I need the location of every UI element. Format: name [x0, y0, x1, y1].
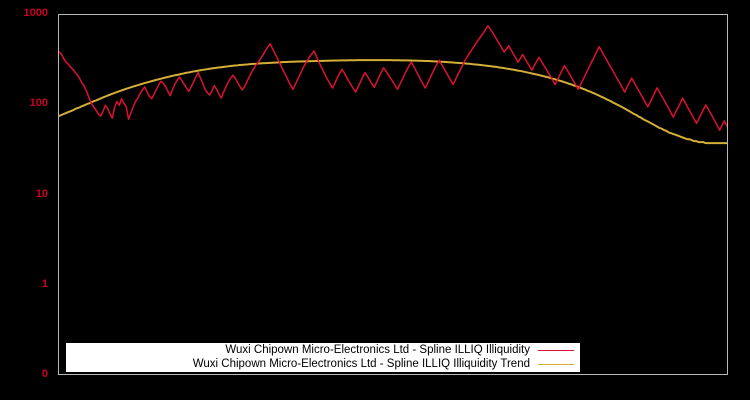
plot-area: [58, 14, 728, 375]
legend: Wuxi Chipown Micro-Electronics Ltd - Spl…: [66, 343, 580, 372]
legend-label-trend: Wuxi Chipown Micro-Electronics Ltd - Spl…: [192, 358, 530, 370]
y-tick-label: 1: [41, 277, 48, 290]
y-tick-label: 1000: [23, 7, 48, 19]
y-tick-label: 0: [41, 368, 48, 380]
legend-item: Wuxi Chipown Micro-Electronics Ltd - Spl…: [66, 343, 580, 357]
plot-svg: [59, 25, 727, 145]
legend-label-illiquidity: Wuxi Chipown Micro-Electronics Ltd - Spl…: [225, 344, 530, 356]
y-tick-label: 10: [35, 187, 48, 200]
illiquidity-line: [59, 25, 727, 131]
legend-swatch-trend: [538, 363, 574, 365]
legend-item: Wuxi Chipown Micro-Electronics Ltd - Spl…: [66, 357, 580, 371]
trend-line: [59, 59, 727, 145]
y-tick-label: 100: [29, 97, 48, 110]
legend-swatch-illiquidity: [538, 349, 574, 351]
